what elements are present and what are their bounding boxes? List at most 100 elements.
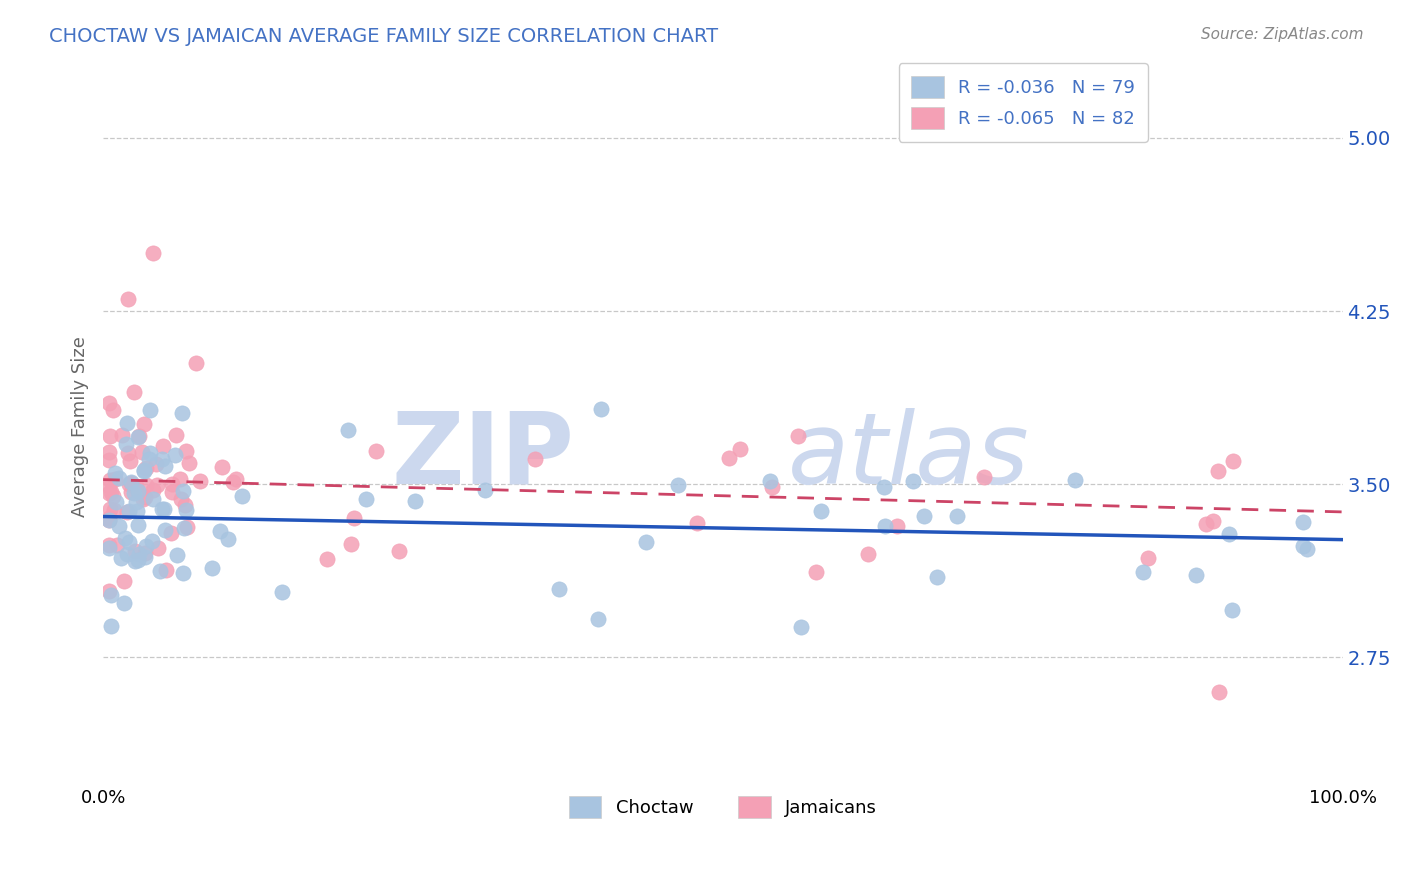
Point: [115, 436, 138, 450]
Point: [134, 550, 156, 565]
Point: [222, 475, 245, 489]
Point: [150, 451, 173, 466]
Point: [100, 589, 122, 603]
Point: [177, 456, 200, 470]
Point: [152, 501, 174, 516]
Point: [184, 356, 207, 370]
Point: [1185, 568, 1208, 582]
Point: [139, 403, 162, 417]
Point: [217, 532, 239, 546]
Point: [190, 474, 212, 488]
Point: [166, 548, 188, 562]
Point: [127, 518, 149, 533]
Point: [124, 385, 146, 400]
Point: [118, 504, 141, 518]
Point: [114, 532, 136, 546]
Point: [115, 547, 138, 561]
Point: [108, 471, 131, 485]
Point: [135, 539, 157, 553]
Point: [112, 596, 135, 610]
Point: [901, 474, 924, 488]
Point: [163, 448, 186, 462]
Point: [810, 504, 832, 518]
Point: [1218, 527, 1240, 541]
Point: [124, 479, 146, 493]
Point: [589, 402, 612, 417]
Point: [98, 513, 121, 527]
Point: [142, 491, 165, 506]
Point: [98, 479, 121, 493]
Point: [98, 473, 121, 487]
Point: [912, 508, 935, 523]
Text: CHOCTAW VS JAMAICAN AVERAGE FAMILY SIZE CORRELATION CHART: CHOCTAW VS JAMAICAN AVERAGE FAMILY SIZE …: [49, 27, 718, 45]
Point: [364, 444, 387, 458]
Point: [132, 492, 155, 507]
Point: [98, 396, 121, 410]
Point: [117, 293, 139, 307]
Point: [110, 550, 132, 565]
Point: [134, 490, 156, 504]
Point: [127, 484, 149, 499]
Point: [1063, 474, 1085, 488]
Point: [856, 547, 879, 561]
Point: [1222, 454, 1244, 468]
Point: [149, 564, 172, 578]
Point: [1202, 514, 1225, 528]
Point: [127, 552, 149, 566]
Point: [160, 477, 183, 491]
Text: atlas: atlas: [787, 408, 1029, 505]
Point: [634, 535, 657, 549]
Point: [152, 439, 174, 453]
Point: [176, 520, 198, 534]
Point: [98, 429, 121, 443]
Point: [146, 478, 169, 492]
Point: [1206, 464, 1229, 478]
Point: [165, 428, 187, 442]
Point: [945, 509, 967, 524]
Point: [211, 460, 233, 475]
Legend: Choctaw, Jamaicans: Choctaw, Jamaicans: [561, 789, 884, 825]
Point: [174, 503, 197, 517]
Point: [98, 502, 121, 516]
Point: [131, 445, 153, 459]
Point: [153, 459, 176, 474]
Point: [160, 526, 183, 541]
Point: [135, 460, 157, 475]
Point: [98, 584, 121, 599]
Point: [666, 478, 689, 492]
Point: [225, 472, 247, 486]
Point: [98, 538, 121, 552]
Point: [388, 544, 411, 558]
Point: [103, 503, 125, 517]
Y-axis label: Average Family Size: Average Family Size: [72, 336, 89, 516]
Point: [169, 472, 191, 486]
Point: [787, 429, 810, 443]
Point: [1208, 685, 1230, 699]
Point: [108, 519, 131, 533]
Point: [101, 489, 124, 503]
Point: [209, 524, 232, 538]
Point: [124, 554, 146, 568]
Point: [142, 246, 165, 260]
Point: [128, 428, 150, 442]
Point: [872, 480, 894, 494]
Point: [155, 563, 177, 577]
Point: [98, 511, 121, 525]
Point: [98, 445, 121, 459]
Point: [127, 430, 149, 444]
Point: [174, 443, 197, 458]
Point: [117, 446, 139, 460]
Point: [1136, 550, 1159, 565]
Point: [124, 544, 146, 558]
Point: [125, 494, 148, 508]
Point: [1132, 565, 1154, 579]
Point: [132, 464, 155, 478]
Point: [925, 570, 948, 584]
Point: [1195, 517, 1218, 532]
Point: [117, 417, 139, 431]
Point: [103, 403, 125, 417]
Point: [118, 454, 141, 468]
Point: [128, 547, 150, 561]
Point: [103, 472, 125, 486]
Point: [118, 535, 141, 549]
